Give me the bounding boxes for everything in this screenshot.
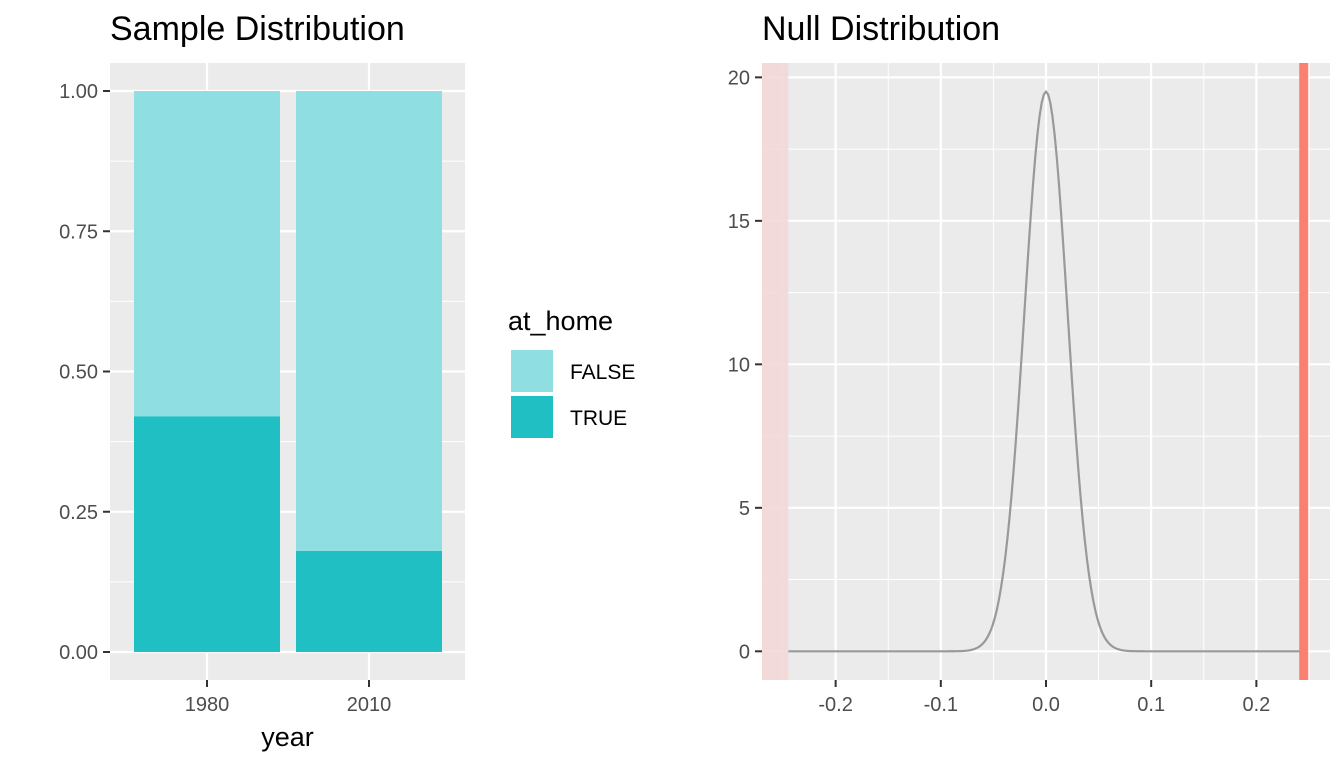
- x-tick-label: -0.1: [924, 694, 958, 716]
- y-tick-label: 20: [728, 67, 750, 89]
- density-marks: [762, 63, 1309, 680]
- y-tick-label: 0.25: [59, 502, 98, 524]
- y-axis: 0 5 10 15 20: [728, 67, 762, 663]
- x-tick-label: 0.1: [1137, 694, 1165, 716]
- chart-title: Null Distribution: [762, 10, 1000, 48]
- y-tick-label: 10: [728, 354, 750, 376]
- y-tick-label: 1.00: [59, 81, 98, 103]
- x-tick-label: 2010: [347, 694, 392, 716]
- y-tick-label: 0.75: [59, 221, 98, 243]
- bar-true-2010: [296, 551, 442, 652]
- x-axis-title: year: [261, 722, 314, 752]
- legend-swatch-false: [511, 350, 553, 392]
- bar-false-2010: [296, 91, 442, 552]
- bars: [134, 91, 442, 652]
- bar-false-1980: [134, 91, 280, 417]
- legend-swatch-true: [511, 396, 553, 438]
- legend-label-true: TRUE: [570, 407, 627, 430]
- y-tick-label: 5: [739, 498, 750, 520]
- y-axis: 0.00 0.25 0.50 0.75 1.00: [59, 81, 110, 664]
- x-tick-label: 1980: [185, 694, 230, 716]
- x-tick-label: 0.2: [1242, 694, 1270, 716]
- x-tick-label: -0.2: [818, 694, 852, 716]
- y-tick-label: 15: [728, 211, 750, 233]
- density-curve: [788, 89, 1304, 653]
- y-tick-label: 0.00: [59, 642, 98, 664]
- x-axis: -0.2 -0.1 0.0 0.1 0.2: [818, 680, 1270, 716]
- sample-distribution-chart: Sample Distribution 0.00 0.25 0.50 0.75 1.00…: [59, 10, 465, 752]
- legend-title: at_home: [508, 306, 613, 336]
- legend: at_home FALSE TRUE: [508, 306, 635, 438]
- null-distribution-chart: Null Distribution 0 5 10 15 20 -0.2 -0.1 0.0 0.…: [728, 10, 1330, 716]
- legend-label-false: FALSE: [570, 361, 635, 384]
- y-tick-label: 0: [739, 641, 750, 663]
- x-axis: 1980 2010: [185, 680, 392, 716]
- x-tick-label: 0.0: [1032, 694, 1060, 716]
- shaded-region: [762, 63, 789, 680]
- chart-title: Sample Distribution: [110, 10, 405, 48]
- bar-true-1980: [134, 416, 280, 652]
- y-tick-label: 0.50: [59, 362, 98, 384]
